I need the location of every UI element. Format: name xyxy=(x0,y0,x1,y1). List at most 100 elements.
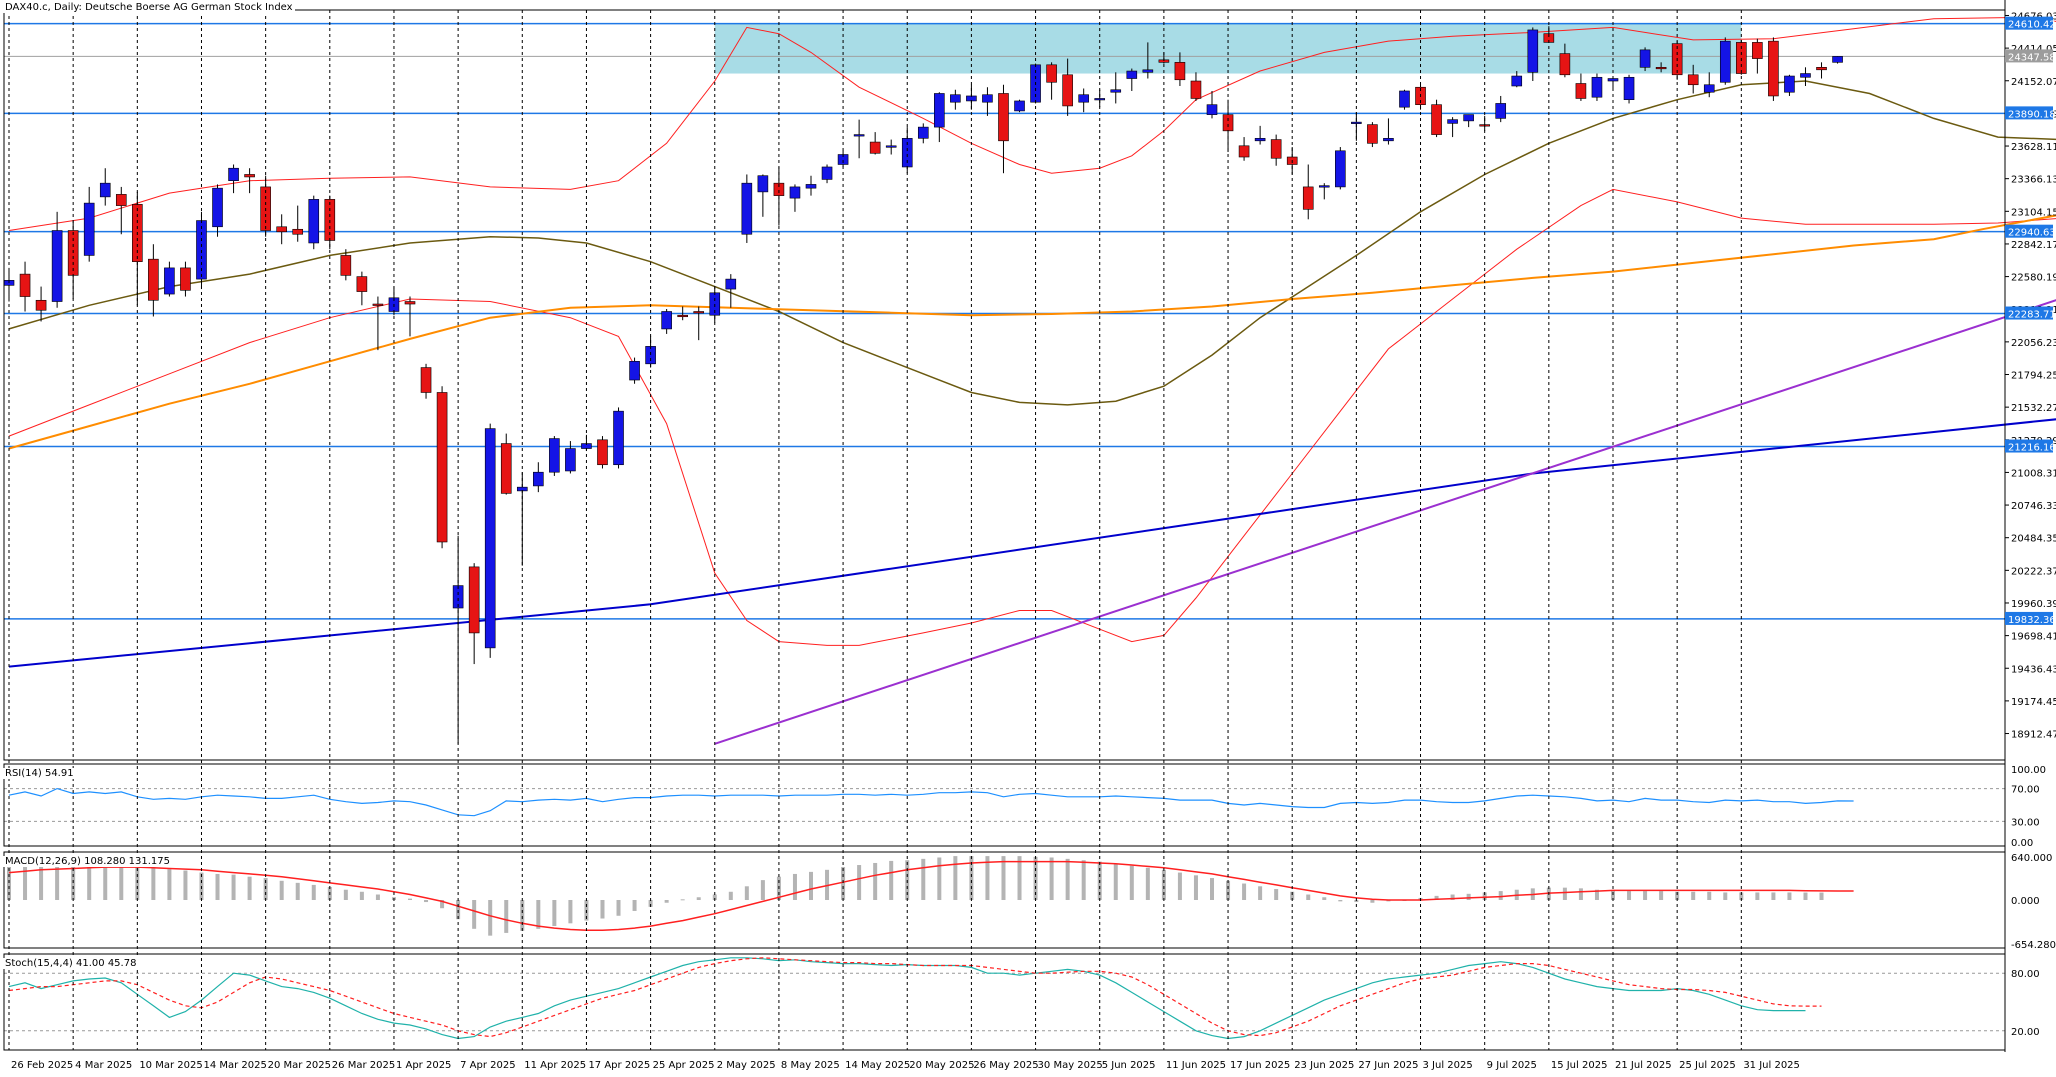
macd-histogram-bar xyxy=(792,873,797,900)
rsi-tick-label: 0.00 xyxy=(2011,838,2033,849)
price-tick-label: 21008.31 xyxy=(2011,468,2056,479)
candle-body xyxy=(1094,98,1106,101)
macd-histogram-bar xyxy=(7,857,11,900)
level-tag xyxy=(2005,16,2053,30)
candle-body xyxy=(1238,145,1250,158)
macd-histogram-bar xyxy=(1226,880,1231,900)
macd-histogram-bar xyxy=(279,880,284,900)
macd-histogram-bar xyxy=(1739,892,1744,900)
candle-body xyxy=(356,276,368,292)
candle-body xyxy=(1431,104,1442,135)
date-tick-label: 25 Jul 2025 xyxy=(1679,1060,1736,1071)
macd-histogram-bar xyxy=(552,900,557,927)
candle-body xyxy=(1511,75,1523,87)
candle-body xyxy=(372,303,384,306)
macd-histogram-bar xyxy=(937,857,942,900)
macd-histogram-bar xyxy=(1161,869,1166,900)
candle-body xyxy=(1559,53,1571,76)
candle-body xyxy=(1383,138,1394,142)
macd-histogram-bar xyxy=(568,900,573,924)
macd-histogram-bar xyxy=(295,882,300,900)
candle-body xyxy=(613,410,624,466)
macd-histogram-bar xyxy=(55,859,60,900)
macd-histogram-bar xyxy=(969,856,974,900)
macd-histogram-bar xyxy=(119,861,124,900)
candle-body xyxy=(228,167,239,181)
macd-histogram-bar xyxy=(1274,889,1279,900)
candle-body xyxy=(661,311,672,330)
date-tick-label: 26 Mar 2025 xyxy=(332,1060,395,1071)
macd-histogram-bar xyxy=(1210,878,1214,900)
candle-body xyxy=(1046,64,1057,83)
macd-histogram-bar xyxy=(359,891,364,900)
candle-body xyxy=(789,186,801,199)
macd-histogram-bar xyxy=(632,900,637,911)
macd-histogram-bar xyxy=(311,884,316,900)
candle-body xyxy=(1174,62,1186,81)
candle-body xyxy=(565,448,576,472)
candle-body xyxy=(757,175,769,193)
macd-histogram-bar xyxy=(504,900,509,933)
macd-histogram-bar xyxy=(600,900,605,919)
macd-histogram-bar xyxy=(744,886,749,900)
macd-histogram-bar xyxy=(1450,894,1455,900)
macd-histogram-bar xyxy=(1611,890,1615,900)
macd-histogram-bar xyxy=(247,876,252,900)
price-tick-label: 19960.39 xyxy=(2011,599,2056,610)
level-tag-label: 23890.18 xyxy=(2008,109,2056,120)
candle-body xyxy=(1768,40,1779,97)
candle-body xyxy=(1447,119,1458,124)
candle-body xyxy=(1254,138,1266,142)
candle-body xyxy=(420,367,432,393)
candle-body xyxy=(853,134,865,137)
macd-histogram-bar xyxy=(616,900,621,916)
macd-histogram-bar xyxy=(1482,892,1487,900)
candle-body xyxy=(725,278,737,290)
macd-histogram-bar xyxy=(696,897,701,900)
level-tag-label: 21216.16 xyxy=(2008,443,2056,454)
macd-histogram-bar xyxy=(921,858,926,900)
rsi-tick-label: 70.00 xyxy=(2011,785,2040,796)
macd-histogram-bar xyxy=(664,900,669,903)
level-tag xyxy=(2005,224,2053,238)
macd-histogram-bar xyxy=(1322,897,1327,900)
candle-body xyxy=(1687,74,1699,86)
candle-body xyxy=(1126,70,1138,79)
macd-tick-label: 640.000 xyxy=(2011,853,2052,864)
candle-body xyxy=(340,255,352,276)
candle-body xyxy=(677,314,688,318)
candle-body xyxy=(164,267,175,295)
candle-body xyxy=(1591,76,1603,98)
macd-histogram-bar xyxy=(1354,900,1359,903)
stoch-label: Stoch(15,4,4) 41.00 45.78 xyxy=(3,958,139,969)
candle-body xyxy=(917,126,929,139)
date-tick-label: 4 Mar 2025 xyxy=(75,1060,132,1071)
price-tick-label: 20746.33 xyxy=(2011,501,2056,512)
candle-body xyxy=(982,94,993,103)
sma20-line xyxy=(8,80,2056,406)
macd-histogram-bar xyxy=(809,871,813,900)
macd-histogram-bar xyxy=(1306,894,1311,900)
candle-body xyxy=(1078,94,1089,103)
level-tag xyxy=(2005,106,2053,120)
macd-histogram-bar xyxy=(1707,891,1712,900)
macd-histogram-bar xyxy=(1049,857,1054,900)
macd-histogram-bar xyxy=(953,856,958,900)
macd-histogram-bar xyxy=(1627,891,1632,900)
date-tick-label: 23 Jun 2025 xyxy=(1294,1060,1354,1071)
stoch-tick-label: 80.00 xyxy=(2011,969,2040,980)
macd-histogram-bar xyxy=(215,873,220,900)
candle-body xyxy=(35,299,47,311)
macd-histogram-bar xyxy=(520,900,525,931)
current-price-tag xyxy=(2005,49,2053,63)
macd-histogram-bar xyxy=(1562,887,1567,900)
macd-histogram-bar xyxy=(23,856,28,900)
price-tick-label: 23366.13 xyxy=(2011,175,2056,186)
macd-histogram-bar xyxy=(1242,883,1247,900)
macd-histogram-bar xyxy=(760,880,765,900)
candle-body xyxy=(276,226,287,233)
macd-histogram-bar xyxy=(1434,895,1439,900)
candle-body xyxy=(934,93,945,128)
